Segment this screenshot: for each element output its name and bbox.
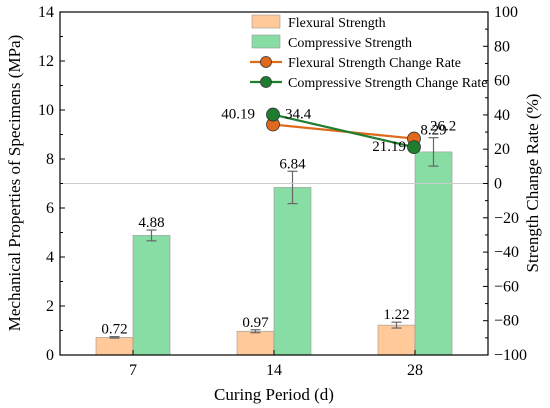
- rate-marker: [266, 107, 280, 122]
- rate-line: [272, 113, 415, 149]
- y-tick-label: 12: [38, 53, 54, 70]
- bar-flexural-28: [377, 324, 416, 356]
- y-tick-label: 2: [46, 298, 54, 315]
- y2-tick-label: −60: [494, 278, 519, 295]
- legend-swatch: [251, 14, 281, 29]
- legend-label: Compressive Strength: [288, 36, 412, 51]
- y-tick-label: 14: [38, 4, 54, 21]
- rate-marker: [407, 140, 421, 155]
- bar-value-label: 0.72: [101, 322, 127, 338]
- y2-tick-label: −20: [494, 210, 519, 227]
- bar-value-label: 8.29: [420, 123, 446, 139]
- y-tick-label: 8: [46, 151, 54, 168]
- data-labels-layer: 0.72 0.97 1.22 4.88 6.84 8.29 34.4 26.2 40.19 21.…: [101, 107, 456, 338]
- y-axis-title: Mechanical Properties of Specimens (MPa): [5, 35, 24, 331]
- y2-tick-label: −40: [494, 244, 519, 261]
- bar-flexural-14: [236, 330, 275, 356]
- y2-tick-label: 80: [494, 38, 510, 55]
- y2-tick-label: 0: [494, 176, 502, 193]
- bar-value-label: 1.22: [383, 307, 409, 323]
- bars-layer: [95, 137, 453, 356]
- x-tick-label: 7: [129, 362, 137, 379]
- x-tick-label: 14: [266, 362, 282, 379]
- legend-marker: [260, 56, 272, 68]
- legend: Flexural Strength Compressive Strength Fle…: [250, 14, 487, 91]
- legend-label: Flexural Strength: [288, 16, 386, 31]
- y2-axis-title: Strength Change Rate (%): [523, 94, 542, 273]
- legend-marker: [260, 76, 272, 88]
- rate-value-label: 21.19: [372, 139, 406, 155]
- bar-flexural-7: [95, 337, 134, 356]
- legend-swatch: [251, 34, 281, 49]
- y2-tick-label: 20: [494, 141, 510, 158]
- rate-value-label: 34.4: [285, 107, 312, 123]
- bar-value-label: 6.84: [279, 156, 306, 172]
- y-tick-label: 4: [46, 249, 54, 266]
- axes-layer: 0 2 4 6 8 10 12 14 −100 −80 −60 −40 −20 0 20 40 60 80 100 7…: [38, 4, 527, 379]
- bar-value-label: 0.97: [242, 315, 269, 331]
- legend-label: Flexural Strength Change Rate: [288, 56, 461, 71]
- y2-tick-label: 60: [494, 73, 510, 90]
- bar-compressive-14: [273, 187, 312, 356]
- y-tick-label: 10: [38, 102, 54, 119]
- y2-tick-label: 40: [494, 107, 510, 124]
- y-tick-label: 6: [46, 200, 54, 217]
- rate-value-label: 26.2: [430, 119, 456, 135]
- y2-tick-label: −100: [494, 347, 527, 364]
- y2-tick-label: 100: [494, 4, 518, 21]
- y-tick-label: 0: [46, 347, 54, 364]
- y2-tick-label: −80: [494, 313, 519, 330]
- x-tick-label: 28: [407, 362, 423, 379]
- bar-value-label: 4.88: [138, 215, 164, 231]
- rate-lines-layer: [266, 107, 421, 155]
- legend-label: Compressive Strength Change Rate: [288, 76, 487, 91]
- rate-value-label: 40.19: [221, 107, 255, 123]
- x-axis-title: Curing Period (d): [214, 385, 334, 404]
- bar-compressive-7: [132, 235, 171, 356]
- bar-compressive-28: [414, 151, 453, 356]
